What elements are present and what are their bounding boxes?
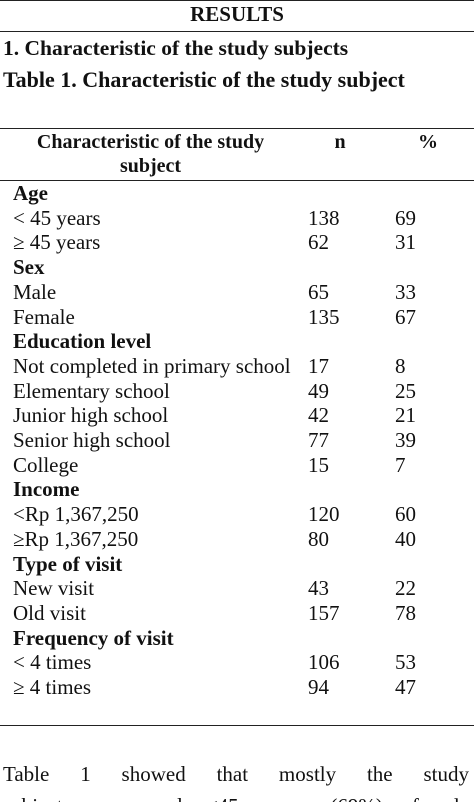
row-label: <Rp 1,367,250 (13, 502, 139, 527)
count-cell: 62 (308, 230, 329, 255)
rule (0, 128, 474, 129)
column-header: % (418, 131, 438, 153)
row-label: < 4 times (13, 650, 92, 675)
rule (0, 725, 474, 726)
table-row: Male 65 33 (0, 280, 474, 305)
count-cell: 17 (308, 353, 329, 378)
column-header: n (334, 131, 346, 153)
count-cell: 135 (308, 304, 340, 329)
row-label: New visit (13, 576, 95, 601)
rule (0, 180, 474, 181)
group-label: Income (13, 477, 80, 502)
percent-cell: 78 (395, 600, 416, 625)
section-heading: 1. Characteristic of the study subjects (3, 36, 349, 60)
row-label: Junior high school (13, 403, 169, 428)
row-label: Male (13, 279, 57, 304)
count-cell: 42 (308, 403, 329, 428)
row-label: ≥ 4 times (13, 675, 92, 700)
table-row: New visit 43 22 (0, 576, 474, 601)
table-body: Age < 45 years 138 69 ≥ 45 years 62 31 Sex Male 6… (0, 181, 474, 700)
table-row: ≥Rp 1,367,250 80 40 (0, 527, 474, 552)
percent-cell: 47 (395, 675, 416, 700)
paragraph-line: Table 1 showed that mostly the study (3, 762, 469, 786)
row-label: Senior high school (13, 428, 171, 453)
row-label: ≥ 45 years (13, 230, 101, 255)
table-row: Old visit 157 78 (0, 601, 474, 626)
table-row: Senior high school 77 39 (0, 428, 474, 453)
percent-cell: 21 (395, 403, 416, 428)
table-row: Elementary school 49 25 (0, 379, 474, 404)
table-row: <Rp 1,367,250 120 60 (0, 502, 474, 527)
row-label: Not completed in primary school (13, 353, 291, 378)
row-label: College (13, 452, 79, 477)
count-cell: 80 (308, 526, 329, 551)
percent-cell: 39 (395, 428, 416, 453)
count-cell: 94 (308, 675, 329, 700)
group-label: Type of visit (13, 551, 123, 576)
table-row: College 15 7 (0, 453, 474, 478)
table-row: Junior high school 42 21 (0, 403, 474, 428)
percent-cell: 31 (395, 230, 416, 255)
count-cell: 15 (308, 452, 329, 477)
table-row: ≥ 4 times 94 47 (0, 675, 474, 700)
table-row: < 45 years 138 69 (0, 206, 474, 231)
rule (0, 31, 474, 32)
table-caption: Table 1. Characteristic of the study sub… (3, 67, 405, 92)
count-cell: 138 (308, 205, 340, 230)
percent-cell: 8 (395, 353, 406, 378)
rule (0, 0, 474, 1)
percent-cell: 69 (395, 205, 416, 230)
title: RESULTS (190, 2, 284, 26)
count-cell: 65 (308, 279, 329, 304)
count-cell: 43 (308, 576, 329, 601)
percent-cell: 7 (395, 452, 406, 477)
row-label: Old visit (13, 600, 86, 625)
count-cell: 49 (308, 378, 329, 403)
group-label: Education level (13, 329, 152, 354)
percent-cell: 22 (395, 576, 416, 601)
paragraph-line: subject was aged ≤45 years (69%), female (3, 790, 469, 802)
count-cell: 157 (308, 600, 340, 625)
table-row: ≥ 45 years 62 31 (0, 230, 474, 255)
percent-cell: 25 (395, 378, 416, 403)
percent-cell: 40 (395, 526, 416, 551)
count-cell: 106 (308, 650, 340, 675)
group-label: Sex (13, 255, 45, 280)
table-row: Not completed in primary school 17 8 (0, 354, 474, 379)
paragraph: Table 1 showed that mostly the study subj… (3, 758, 469, 802)
percent-cell: 33 (395, 279, 416, 304)
group-label: Age (13, 181, 48, 205)
percent-cell: 60 (395, 502, 416, 527)
row-label: Female (13, 304, 75, 329)
count-cell: 120 (308, 502, 340, 527)
row-label: ≥Rp 1,367,250 (13, 526, 139, 551)
table-row: < 4 times 106 53 (0, 650, 474, 675)
count-cell: 77 (308, 428, 329, 453)
group-label: Frequency of visit (13, 625, 174, 650)
row-label: Elementary school (13, 378, 170, 403)
percent-cell: 53 (395, 650, 416, 675)
percent-cell: 67 (395, 304, 416, 329)
row-label: < 45 years (13, 205, 101, 230)
table-row: Female 135 67 (0, 305, 474, 330)
column-header: Characteristic of the study subject (36, 131, 265, 177)
